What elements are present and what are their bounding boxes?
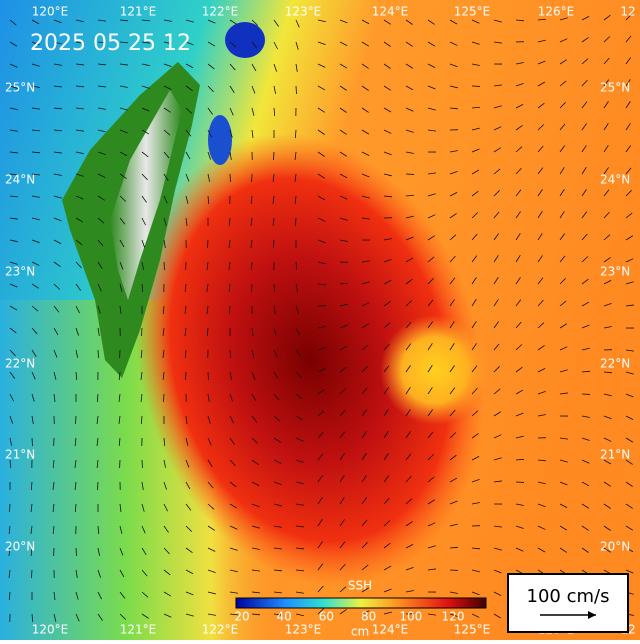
scale-label: 100 cm/s — [527, 586, 610, 607]
vector — [295, 218, 296, 226]
lon-label: 122°E — [202, 623, 239, 637]
vector — [229, 306, 230, 314]
vector — [163, 394, 164, 402]
lon-label: 124°E — [372, 623, 409, 637]
colorbar-tick-label: 60 — [319, 610, 334, 624]
colorbar-tick-label: 20 — [234, 610, 249, 624]
lon-label: 125°E — [454, 623, 491, 637]
colorbar-tick-label: 100 — [399, 610, 422, 624]
lat-label: 21°N — [5, 448, 35, 462]
labels: 2025 05 25 12 — [30, 31, 191, 56]
lat-label: 22°N — [600, 357, 630, 371]
lat-label: 25°N — [600, 81, 630, 95]
vector — [97, 482, 98, 490]
vector — [141, 328, 142, 336]
colorbar-tick-label: 40 — [277, 610, 292, 624]
lon-label: 121°E — [120, 623, 157, 637]
lon-label: 123°E — [285, 623, 322, 637]
colorbar-tick-label: 80 — [361, 610, 376, 624]
low-ssh — [208, 115, 232, 165]
lon-label: 123°E — [285, 5, 322, 19]
low-ssh — [225, 22, 265, 58]
lat-label: 20°N — [600, 540, 630, 554]
vector — [9, 504, 10, 512]
colorbar-title: SSH — [348, 579, 372, 593]
lat-label: 20°N — [5, 540, 35, 554]
lat-label: 24°N — [5, 173, 35, 187]
lon-label: 120°E — [32, 5, 69, 19]
date-time: 2025 05 25 12 — [30, 31, 191, 56]
lat-label: 24°N — [600, 173, 630, 187]
lat-label: 21°N — [600, 448, 630, 462]
lon-label: 126°E — [538, 5, 575, 19]
lat-label: 23°N — [600, 265, 630, 279]
colorbar-tick-label: 120 — [442, 610, 465, 624]
lat-label: 22°N — [5, 357, 35, 371]
lat-label: 23°N — [5, 265, 35, 279]
lon-label: 12 — [620, 5, 635, 19]
lon-label: 121°E — [120, 5, 157, 19]
colorbar-unit: cm — [351, 625, 369, 639]
lon-label: 122°E — [202, 5, 239, 19]
vector — [75, 416, 76, 424]
lon-label: 124°E — [372, 5, 409, 19]
vector — [273, 152, 274, 160]
vector — [207, 240, 208, 248]
vector — [31, 570, 32, 578]
lat-label: 25°N — [5, 81, 35, 95]
lon-label: 125°E — [454, 5, 491, 19]
colorbar — [236, 598, 486, 608]
lon-label: 120°E — [32, 623, 69, 637]
